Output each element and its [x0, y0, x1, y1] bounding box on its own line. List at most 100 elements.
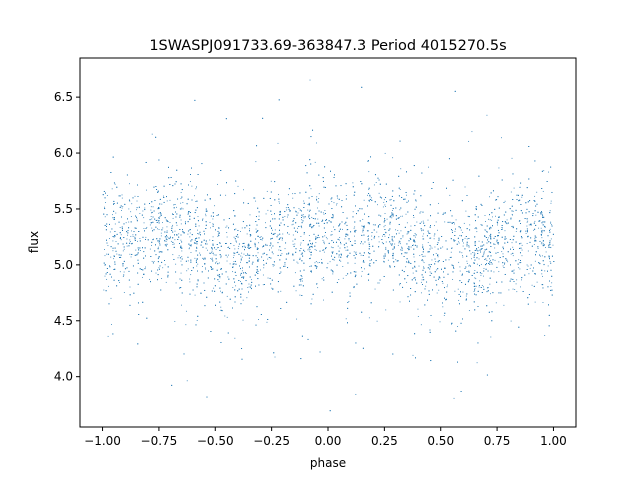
data-point: [278, 201, 280, 203]
data-point: [300, 280, 302, 282]
data-point: [414, 267, 416, 268]
data-point: [213, 287, 215, 289]
data-point: [297, 212, 299, 214]
data-point: [367, 274, 369, 275]
data-point: [310, 163, 312, 165]
data-point: [439, 321, 441, 323]
data-point: [372, 224, 374, 226]
data-point: [468, 310, 470, 312]
data-point: [502, 256, 504, 258]
data-point: [196, 320, 198, 321]
data-point: [512, 210, 514, 212]
data-point: [249, 214, 251, 216]
data-point: [240, 274, 242, 276]
data-point: [260, 238, 262, 240]
data-point: [399, 140, 401, 142]
data-point: [119, 271, 121, 273]
data-point: [368, 171, 370, 173]
data-point: [296, 261, 298, 263]
data-point: [384, 152, 386, 154]
data-point: [511, 210, 513, 212]
data-point: [518, 220, 520, 222]
data-point: [204, 305, 206, 307]
data-point: [113, 200, 115, 202]
data-point: [247, 287, 249, 288]
data-point: [228, 218, 230, 219]
data-point: [306, 172, 308, 174]
data-point: [361, 225, 363, 227]
data-point: [104, 206, 105, 208]
data-point: [314, 161, 316, 163]
data-point: [157, 240, 158, 242]
data-point: [274, 229, 276, 231]
data-point: [180, 272, 182, 274]
data-point: [466, 241, 468, 243]
data-point: [109, 223, 110, 225]
data-point: [315, 242, 317, 244]
data-point: [413, 248, 415, 250]
data-point: [234, 229, 236, 231]
data-point: [448, 158, 450, 160]
data-point: [435, 261, 437, 262]
data-point: [538, 227, 540, 229]
data-point: [273, 261, 275, 263]
data-point: [113, 258, 115, 260]
data-point: [121, 194, 123, 196]
data-point: [551, 282, 553, 284]
data-point: [423, 222, 425, 224]
data-point: [163, 195, 164, 197]
data-point: [511, 270, 513, 272]
data-point: [338, 279, 340, 280]
data-point: [354, 235, 355, 237]
data-point: [421, 230, 422, 232]
data-point: [177, 257, 179, 259]
data-point: [331, 255, 332, 257]
data-point: [265, 262, 267, 264]
data-point: [113, 182, 115, 184]
data-point: [520, 223, 521, 224]
data-point: [158, 241, 160, 243]
data-point: [258, 258, 260, 260]
data-point: [149, 248, 151, 250]
data-point: [249, 228, 251, 230]
data-point: [212, 218, 214, 220]
data-point: [122, 263, 123, 265]
data-point: [303, 269, 305, 271]
data-point: [542, 215, 544, 217]
data-point: [444, 221, 446, 223]
data-point: [158, 267, 160, 269]
data-point: [212, 212, 214, 214]
data-point: [155, 272, 157, 274]
data-point: [536, 191, 538, 193]
data-point: [216, 244, 218, 245]
data-point: [182, 229, 183, 231]
data-point: [211, 247, 213, 249]
data-point: [182, 202, 184, 204]
data-point: [226, 260, 228, 262]
data-point: [283, 224, 285, 226]
data-point: [521, 196, 523, 198]
data-point: [359, 252, 361, 254]
data-point: [280, 254, 282, 256]
data-point: [339, 228, 341, 230]
data-point: [233, 257, 234, 259]
data-point: [481, 248, 483, 250]
data-point: [439, 277, 441, 279]
data-point: [473, 291, 475, 292]
data-point: [195, 225, 197, 227]
data-point: [495, 302, 497, 304]
data-point: [279, 214, 281, 216]
data-point: [457, 288, 459, 290]
data-point: [379, 183, 381, 185]
data-point: [503, 267, 505, 268]
data-point: [176, 224, 178, 226]
data-point: [486, 248, 488, 250]
data-point: [279, 202, 280, 204]
data-point: [285, 207, 287, 209]
data-point: [323, 276, 325, 278]
data-point: [116, 285, 118, 287]
data-point: [438, 289, 440, 291]
data-point: [334, 256, 336, 258]
data-point: [525, 202, 527, 204]
data-point: [529, 241, 531, 243]
